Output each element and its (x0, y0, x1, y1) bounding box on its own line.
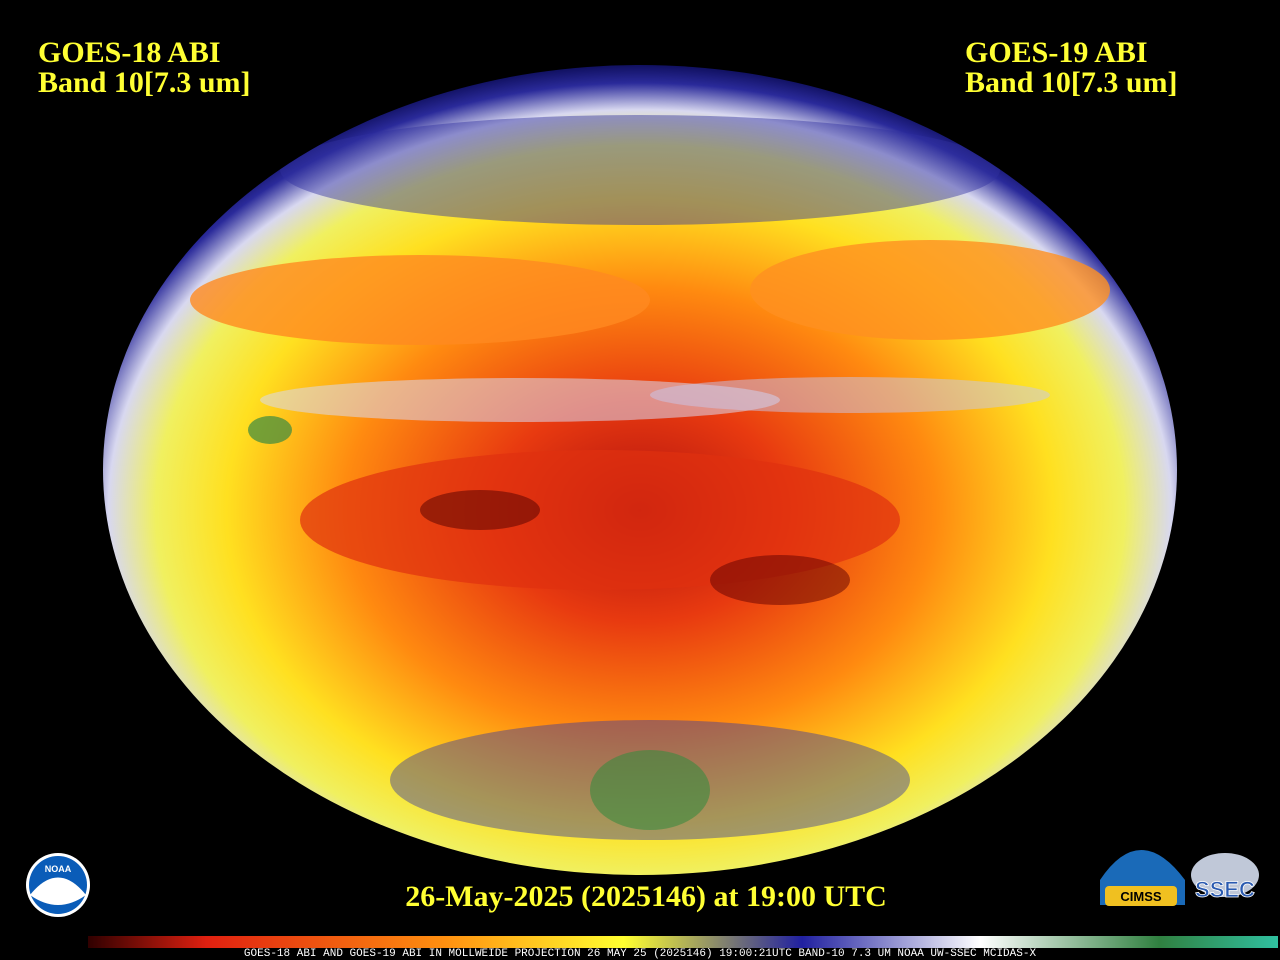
colorbar-caption: GOES-18 ABI AND GOES-19 ABI IN MOLLWEIDE… (244, 948, 1037, 960)
cimss-text: CIMSS (1120, 889, 1162, 904)
left-band: Band 10[7.3 um] (38, 66, 251, 99)
right-title: GOES-19 ABI (965, 36, 1148, 69)
left-title: GOES-18 ABI (38, 36, 221, 69)
right-band: Band 10[7.3 um] (965, 66, 1178, 99)
weather-bands (190, 115, 1110, 840)
ssec-text: SSEC (1195, 877, 1255, 902)
colorbar (88, 936, 1278, 948)
cimss-logo: CIMSS (1100, 850, 1185, 906)
noaa-text: NOAA (45, 864, 72, 874)
noaa-logo: NOAA (26, 853, 90, 917)
timestamp: 26-May-2025 (2025146) at 19:00 UTC (405, 880, 887, 913)
ssec-logo: SSEC (1191, 853, 1259, 902)
